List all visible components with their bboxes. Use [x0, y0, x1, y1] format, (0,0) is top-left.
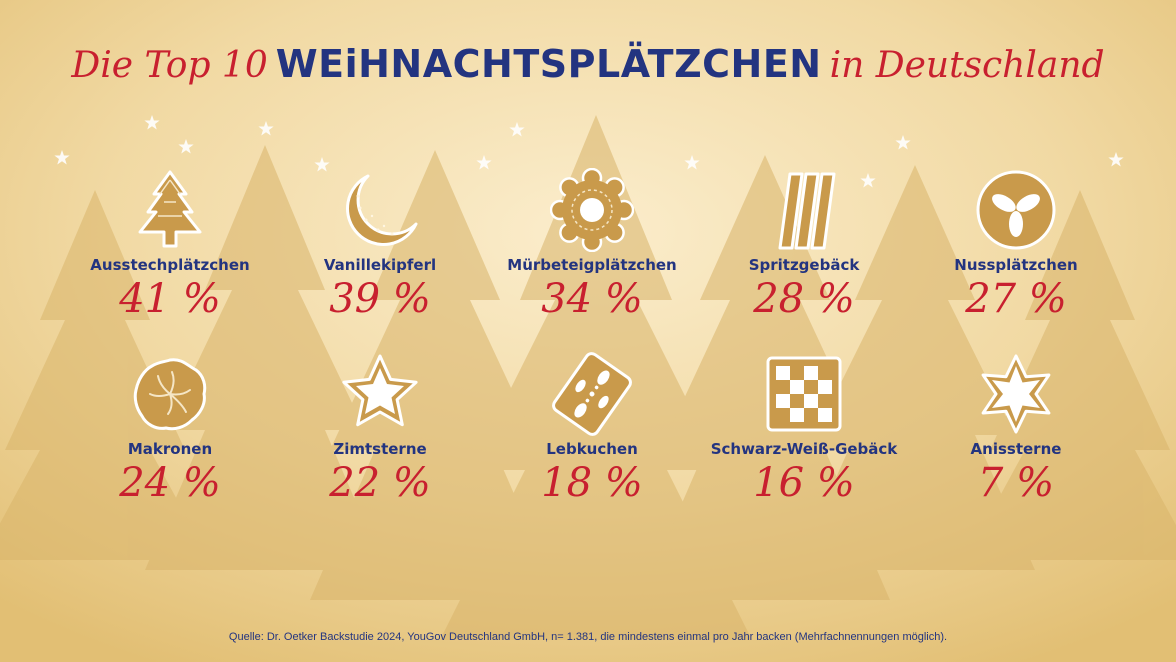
item-value: 24 % [119, 460, 221, 506]
item-value: 34 % [541, 276, 643, 322]
piped-cookie-icon [778, 172, 836, 250]
item-value: 41 % [119, 276, 221, 322]
tree-silhouette [640, 155, 890, 600]
star-decoration [54, 150, 70, 165]
gingerbread-icon [552, 352, 632, 436]
title-prefix: Die Top 10 [71, 45, 268, 86]
tree-cookie-icon [138, 170, 202, 248]
anise-star-icon [981, 354, 1051, 434]
item-label: Anissterne [970, 440, 1062, 458]
chart-item-ausstechplaetzchen: Ausstechplätzchen 41 % [60, 168, 280, 322]
star-decoration [144, 115, 160, 130]
item-label: Mürbeteigplätzchen [507, 256, 677, 274]
chart-item-muerbeteigplaetzchen: Mürbeteigplätzchen 34 % [482, 168, 702, 322]
item-value: 39 % [329, 276, 431, 322]
item-value: 7 % [977, 460, 1055, 506]
item-value: 28 % [753, 276, 855, 322]
tree-silhouette [0, 190, 210, 560]
item-label: Zimtsterne [333, 440, 427, 458]
flower-cookie-icon [550, 168, 634, 252]
page-title: Die Top 10 WEiHNACHTSPLÄTZCHEN in Deutschl… [0, 42, 1176, 86]
tree-silhouette [965, 190, 1176, 560]
nut-cookie-icon [976, 170, 1056, 250]
star-decoration [860, 173, 876, 188]
item-value: 18 % [541, 460, 643, 506]
tree-silhouette [145, 145, 385, 570]
chart-item-spritzgebaeck: Spritzgebäck 28 % [694, 168, 914, 322]
chart-item-zimtsterne: Zimtsterne 22 % [270, 352, 490, 506]
star-decoration [895, 135, 911, 150]
star-decoration [509, 122, 525, 137]
chart-item-lebkuchen: Lebkuchen 18 % [482, 352, 702, 506]
chart-item-anissterne: Anissterne 7 % [906, 352, 1126, 506]
chart-item-nussplaetzchen: Nussplätzchen 27 % [906, 168, 1126, 322]
tree-silhouette [310, 150, 560, 600]
star-decoration [1108, 152, 1124, 167]
tree-silhouette [795, 165, 1035, 570]
macaroon-icon [133, 358, 207, 431]
item-label: Ausstechplätzchen [90, 256, 250, 274]
chart-item-schwarz-weiss-gebaeck: Schwarz-Weiß-Gebäck 16 % [694, 352, 914, 506]
star-decoration [684, 155, 700, 170]
item-value: 22 % [329, 460, 431, 506]
star-decoration [314, 157, 330, 172]
source-note: Quelle: Dr. Oetker Backstudie 2024, YouG… [228, 631, 948, 643]
item-label: Schwarz-Weiß-Gebäck [710, 440, 898, 458]
item-label: Nussplätzchen [954, 256, 1078, 274]
crescent-cookie-icon [346, 174, 418, 246]
title-suffix: in Deutschland [829, 45, 1105, 86]
star-decoration [178, 139, 194, 154]
star-decoration [258, 121, 274, 136]
checkered-cookie-icon [766, 356, 842, 432]
star-cookie-icon [342, 354, 418, 427]
star-decoration [476, 155, 492, 170]
chart-item-vanillekipferl: Vanillekipferl 39 % [270, 168, 490, 322]
item-label: Lebkuchen [546, 440, 638, 458]
title-highlight: WEiHNACHTSPLÄTZCHEN [275, 42, 822, 86]
item-value: 16 % [753, 460, 855, 506]
chart-item-makronen: Makronen 24 % [60, 352, 280, 506]
item-value: 27 % [965, 276, 1067, 322]
item-label: Spritzgebäck [748, 256, 860, 274]
item-label: Vanillekipferl [323, 256, 437, 274]
item-label: Makronen [127, 440, 213, 458]
